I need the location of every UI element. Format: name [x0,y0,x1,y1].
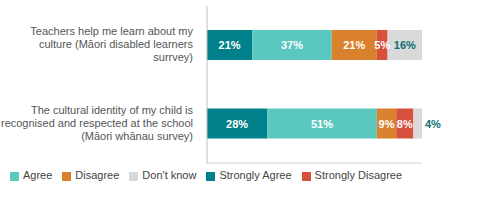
svg-text:37%: 37% [281,39,303,51]
html-text:Disagree: Disagree [75,169,120,181]
svg-text:9%: 9% [379,118,395,130]
svg-text:21%: 21% [219,39,241,51]
svg-text:51%: 51% [311,118,333,130]
html-text:Strongly Agree: Strongly Agree [219,169,292,181]
html-text:Don't know: Don't know [142,169,197,181]
svg-text:8%: 8% [397,118,413,130]
svg-text:4%: 4% [425,118,441,130]
html-text:Strongly Disagree: Strongly Disagree [314,169,402,181]
svg-text:28%: 28% [226,118,248,130]
svg-text:21%: 21% [343,39,365,51]
svg-text:16%: 16% [394,39,416,51]
svg-text:The cultural identity of my ch: The cultural identity of my child isreco… [8,104,193,142]
svg-text:5%: 5% [374,39,390,51]
html-text:Agree: Agree [23,169,53,181]
svg-text:Teachers help me learn about m: Teachers help me learn about myculture (… [30,25,193,63]
